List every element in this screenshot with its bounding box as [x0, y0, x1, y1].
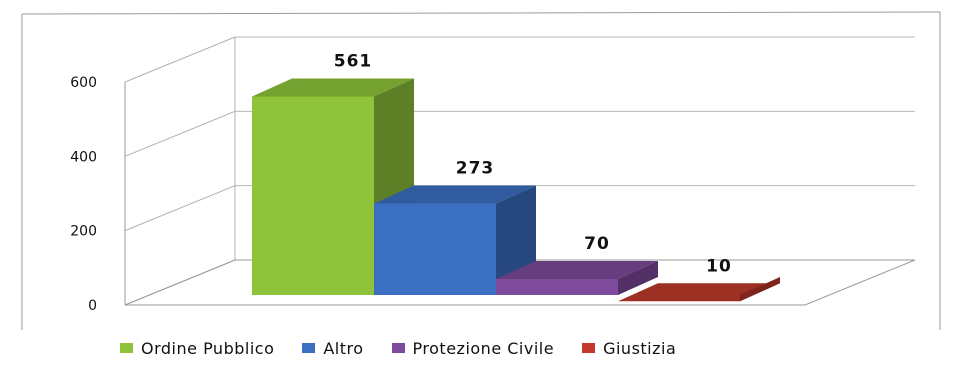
frame-top-line	[21, 11, 941, 15]
legend-swatch-altro	[302, 343, 316, 353]
y-tick-label: 600	[70, 75, 97, 91]
bar-ordine-pubblico	[252, 96, 374, 296]
gridline-side	[124, 110, 236, 157]
bar-altro	[374, 203, 496, 295]
data-label-ordine-pubblico: 561	[334, 51, 373, 71]
bar-top-giustizia	[618, 283, 780, 302]
legend-label-protezione-civile: Protezione Civile	[412, 338, 555, 358]
bar-side-giustizia	[740, 277, 780, 302]
bar-top-ordine-pubblico	[252, 78, 414, 97]
chart-floor	[124, 259, 916, 306]
legend-swatch-ordine-pubblico	[120, 343, 133, 353]
gridline-side	[124, 36, 236, 83]
bar-top-altro	[374, 185, 536, 204]
legend: Ordine Pubblico Altro Protezione Civile …	[120, 336, 676, 360]
data-label-giustizia: 10	[706, 256, 732, 276]
y-tick-label: 200	[70, 224, 97, 240]
legend-label-altro: Altro	[323, 338, 364, 358]
data-label-protezione-civile: 70	[584, 234, 610, 254]
y-tick-label: 0	[88, 298, 97, 314]
legend-item-altro: Altro	[302, 339, 363, 358]
legend-swatch-protezione-civile	[391, 343, 405, 353]
y-tick-label: 400	[70, 149, 97, 165]
legend-item-ordine-pubblico: Ordine Pubblico	[120, 339, 274, 358]
bar-top-protezione-civile	[496, 260, 658, 279]
bar-side-protezione-civile	[618, 260, 658, 295]
bar-protezione-civile	[496, 278, 618, 295]
legend-label-ordine-pubblico: Ordine Pubblico	[141, 338, 275, 358]
legend-label-giustizia: Giustizia	[603, 338, 677, 358]
gridline-side	[124, 185, 236, 232]
legend-item-giustizia: Giustizia	[582, 339, 676, 358]
legend-swatch-giustizia	[582, 343, 596, 353]
legend-item-protezione-civile: Protezione Civile	[391, 338, 555, 358]
data-label-altro: 273	[456, 159, 495, 179]
